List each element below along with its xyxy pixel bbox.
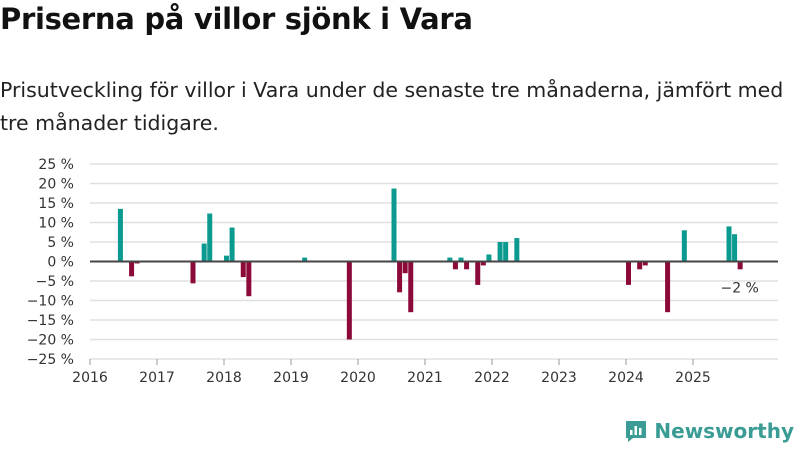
- chart-title: Priserna på villor sjönk i Vara: [0, 2, 473, 36]
- x-tick-label: 2024: [608, 370, 644, 386]
- y-tick-label: 20 %: [38, 177, 74, 193]
- bar: [302, 257, 308, 262]
- x-tick-label: 2025: [675, 370, 711, 386]
- bar: [229, 227, 235, 262]
- bar: [726, 226, 732, 262]
- x-tick-label: 2016: [72, 370, 108, 386]
- bar: [480, 261, 486, 266]
- bar: [486, 254, 492, 262]
- x-tick-label: 2018: [206, 370, 242, 386]
- bar: [224, 255, 229, 262]
- bar: [514, 238, 520, 262]
- bar: [246, 261, 252, 297]
- bar: [637, 261, 643, 270]
- bar: [117, 208, 123, 262]
- y-tick-label: −15 %: [27, 313, 74, 329]
- bar: [240, 261, 246, 278]
- x-tick-label: 2020: [340, 370, 376, 386]
- bar: [464, 261, 470, 270]
- y-tick-label: −25 %: [27, 352, 74, 368]
- y-tick-label: 25 %: [38, 157, 74, 173]
- y-tick-label: −20 %: [27, 333, 74, 349]
- bar: [497, 242, 503, 262]
- newsworthy-logo-icon: [626, 421, 647, 442]
- x-tick-label: 2022: [474, 370, 510, 386]
- y-tick-label: 15 %: [38, 196, 74, 212]
- brand-name: Newsworthy: [654, 419, 794, 443]
- bar: [665, 261, 671, 313]
- bar: [681, 230, 687, 262]
- bar: [397, 261, 403, 293]
- x-tick-label: 2017: [139, 370, 175, 386]
- bar: [346, 261, 352, 340]
- y-tick-label: 5 %: [47, 235, 74, 251]
- bar: [458, 257, 464, 262]
- bar: [642, 261, 648, 266]
- newsworthy-logo: Newsworthy: [624, 419, 794, 443]
- chart-subtitle: Prisutveckling för villor i Vara under d…: [0, 78, 784, 135]
- bar-chart: 25 % 20 % 15 % 10 % 5 % 0 % −5 % −10 % −15 % −20 …: [27, 157, 778, 386]
- bar: [737, 261, 743, 270]
- bar: [503, 242, 509, 262]
- bar: [447, 257, 453, 262]
- bar: [732, 234, 738, 262]
- x-tick-label: 2021: [407, 370, 443, 386]
- x-tick-label: 2019: [273, 370, 309, 386]
- y-tick-label: 0 %: [47, 255, 74, 271]
- last-value-annotation: −2 %: [720, 280, 758, 296]
- x-tick-label: 2023: [541, 370, 577, 386]
- bar: [129, 261, 135, 277]
- bar: [402, 261, 408, 274]
- bar: [201, 243, 207, 262]
- y-tick-label: 10 %: [38, 216, 74, 232]
- y-tick-label: −5 %: [36, 274, 74, 290]
- bar: [626, 261, 631, 285]
- bar: [408, 261, 414, 313]
- bar: [391, 188, 397, 262]
- y-tick-label: −10 %: [27, 294, 74, 310]
- bar: [475, 261, 481, 285]
- bar: [190, 261, 196, 284]
- bar: [452, 261, 458, 270]
- bar: [207, 213, 213, 262]
